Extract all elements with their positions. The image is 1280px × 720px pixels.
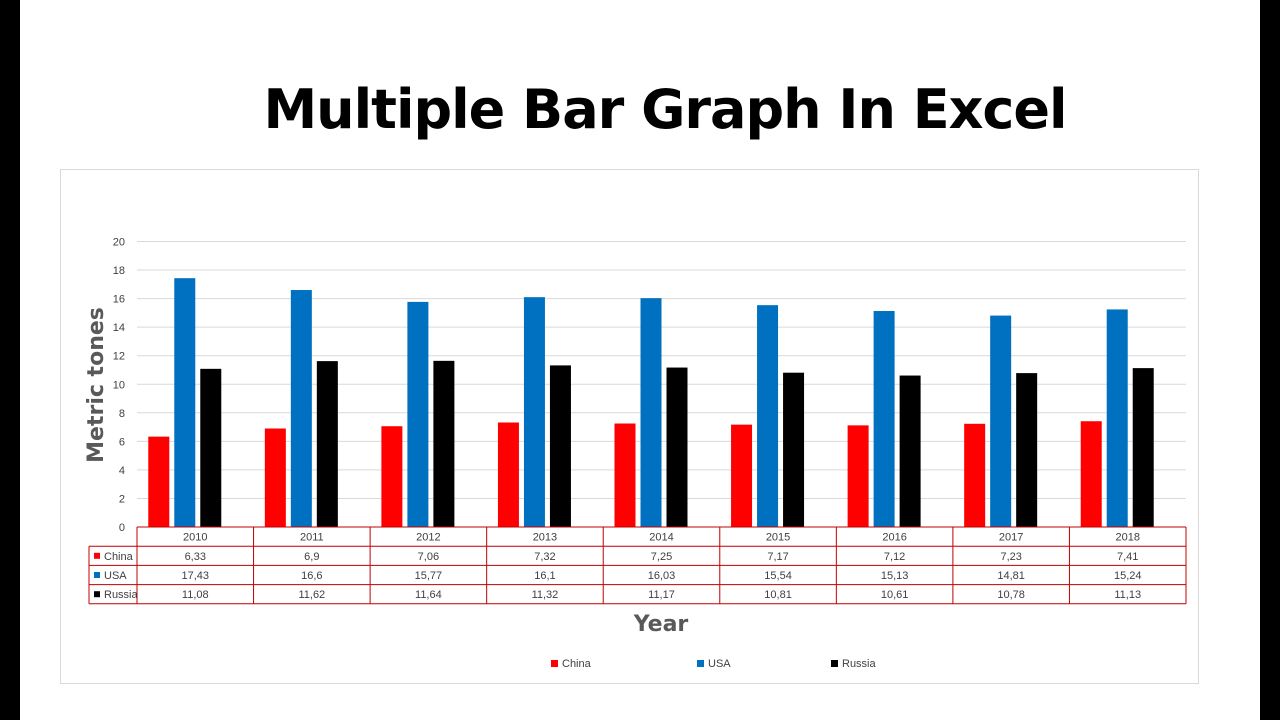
table-cell: 7,25: [651, 551, 672, 563]
table-cell: 16,03: [648, 570, 676, 582]
table-cell: 11,62: [298, 589, 325, 601]
legend-key-russia: [831, 660, 838, 667]
x-tick-label: 2014: [649, 532, 673, 544]
table-cell: 10,78: [997, 589, 1025, 601]
page-title: Multiple Bar Graph In Excel: [263, 78, 1067, 141]
bar-russia-2011: [316, 361, 338, 527]
table-cell: 10,81: [764, 589, 792, 601]
table-legend-key: [94, 591, 100, 598]
table-cell: 16,6: [301, 570, 322, 582]
x-tick-label: 2016: [882, 532, 906, 544]
table-cell: 11,08: [182, 589, 209, 601]
bars: [148, 278, 1154, 527]
y-tick-label: 2: [119, 493, 125, 505]
table-cell: 17,43: [182, 570, 210, 582]
x-axis-title: Year: [633, 612, 689, 637]
bar-russia-2012: [433, 360, 455, 527]
bar-russia-2017: [1016, 373, 1038, 527]
bar-usa-2017: [990, 315, 1012, 527]
x-tick-label: 2011: [300, 532, 324, 544]
y-tick-label: 18: [113, 265, 125, 277]
table-legend-key: [94, 552, 100, 559]
table-cell: 15,13: [881, 570, 909, 582]
bar-usa-2015: [757, 305, 779, 527]
y-tick-label: 10: [113, 379, 125, 391]
table-series-name: Russia: [104, 589, 139, 601]
table-cell: 14,81: [997, 570, 1025, 582]
table-cell: 7,06: [418, 551, 439, 563]
bar-china-2018: [1080, 421, 1102, 527]
y-tick-label: 4: [119, 465, 125, 477]
bar-china-2015: [731, 424, 753, 527]
bar-china-2016: [847, 425, 869, 527]
bar-usa-2016: [873, 311, 895, 527]
bar-russia-2018: [1132, 368, 1154, 527]
bar-china-2013: [497, 422, 519, 527]
x-tick-label: 2012: [416, 532, 440, 544]
slide: Multiple Bar Graph In Excel 0 2 4 6 8 10 12 14 1…: [20, 0, 1260, 720]
table-cell: 7,12: [884, 551, 905, 563]
y-tick-label: 8: [119, 408, 125, 420]
table-cell: 7,23: [1000, 551, 1021, 563]
x-tick-label: 2010: [183, 532, 207, 544]
table-cell: 16,1: [534, 570, 555, 582]
table-cell: 15,77: [415, 570, 443, 582]
bar-russia-2010: [200, 368, 222, 527]
y-tick-label: 0: [119, 522, 125, 534]
x-tick-label: 2017: [999, 532, 1023, 544]
table-cell: 6,9: [304, 551, 319, 563]
table-series-name: USA: [104, 570, 127, 582]
bar-russia-2015: [783, 372, 805, 527]
legend-label-china: China: [562, 658, 592, 670]
table-cell: 7,17: [767, 551, 788, 563]
bar-russia-2013: [549, 365, 571, 527]
bar-russia-2016: [899, 375, 921, 527]
table-cell: 7,41: [1117, 551, 1138, 563]
table-cell: 15,54: [764, 570, 792, 582]
table-cell: 11,64: [415, 589, 442, 601]
legend-key-china: [551, 660, 558, 667]
legend-key-usa: [697, 660, 704, 667]
data-table: 2010 2011 2012 2013 2014 2015 2016 2017 2018 Chin…: [88, 526, 1187, 605]
x-tick-label: 2013: [533, 532, 557, 544]
y-tick-label: 20: [113, 237, 125, 249]
table-legend-key: [94, 572, 100, 578]
bar-china-2010: [148, 436, 170, 527]
bar-china-2012: [381, 426, 403, 527]
table-cell: 6,33: [185, 551, 206, 563]
x-tick-label: 2015: [766, 532, 790, 544]
y-axis-title: Metric tones: [84, 307, 109, 463]
y-tick-label: 16: [113, 294, 125, 306]
y-axis-ticks: 0 2 4 6 8 10 12 14 16 18 20: [113, 237, 125, 535]
x-tick-label: 2018: [1115, 532, 1139, 544]
table-cell: 11,32: [532, 589, 559, 601]
bar-usa-2012: [407, 301, 429, 527]
bar-russia-2014: [666, 367, 688, 527]
table-cell: 15,24: [1114, 570, 1142, 582]
table-cell: 7,32: [534, 551, 555, 563]
y-tick-label: 14: [113, 322, 125, 334]
y-tick-label: 12: [113, 351, 125, 363]
table-series-name: China: [104, 551, 134, 563]
bar-usa-2010: [174, 278, 196, 527]
bar-usa-2018: [1106, 309, 1128, 527]
bar-usa-2014: [640, 298, 662, 527]
bar-china-2017: [964, 423, 986, 527]
chart-area: 0 2 4 6 8 10 12 14 16 18 20 2010 2011 2012 2013 2014 20…: [60, 169, 1199, 684]
bar-china-2011: [264, 428, 286, 527]
y-tick-label: 6: [119, 436, 125, 448]
table-cell: 10,61: [881, 589, 909, 601]
bar-usa-2011: [290, 290, 312, 527]
legend: China USA Russia: [551, 658, 877, 670]
bar-china-2014: [614, 423, 636, 527]
legend-label-usa: USA: [708, 658, 731, 670]
bar-usa-2013: [523, 297, 545, 527]
table-cell: 11,17: [648, 589, 675, 601]
legend-label-russia: Russia: [842, 658, 877, 670]
table-cell: 11,13: [1114, 589, 1141, 601]
